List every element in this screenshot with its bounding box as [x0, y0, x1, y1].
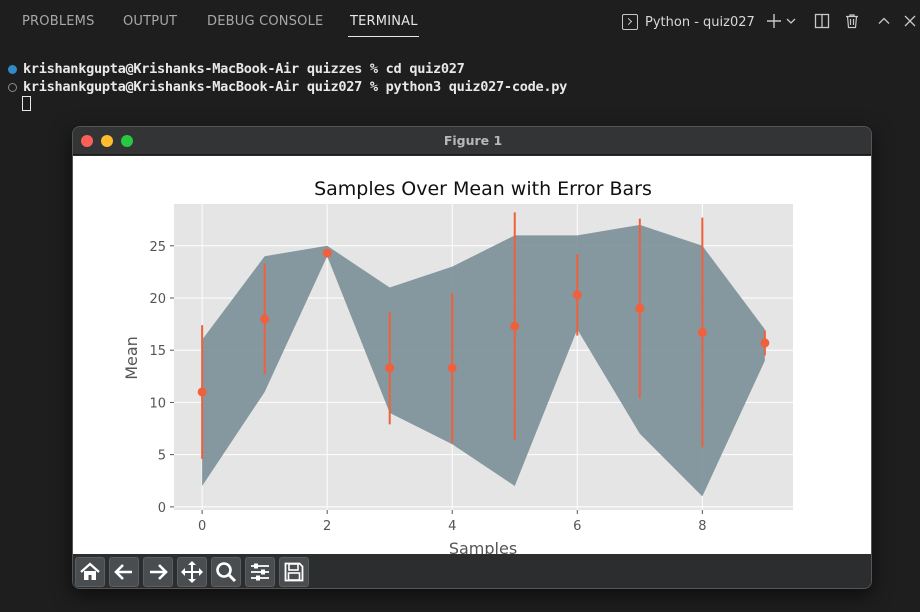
close-icon: [904, 15, 916, 27]
data-point: [510, 321, 520, 331]
close-window-button[interactable]: [81, 135, 93, 147]
y-tick-label: 0: [158, 501, 166, 516]
data-point: [260, 314, 270, 324]
figure-canvas[interactable]: 0 2 4 6 8 0 5 10 15 20 25 Samples Over Mean with …: [73, 156, 871, 558]
tab-terminal[interactable]: TERMINAL: [350, 14, 418, 29]
x-tick-label: 8: [698, 519, 706, 534]
close-panel-button[interactable]: [900, 10, 920, 32]
save-icon: [284, 562, 304, 582]
panel-tab-bar: PROBLEMS OUTPUT DEBUG CONSOLE TERMINAL P…: [0, 0, 920, 44]
forward-button[interactable]: [143, 557, 173, 587]
data-point: [760, 338, 770, 348]
figure-window-title: Figure 1: [443, 133, 503, 148]
tab-problems[interactable]: PROBLEMS: [22, 14, 95, 29]
pan-icon: [181, 561, 203, 583]
terminal-icon: [622, 14, 638, 30]
chevron-up-icon: [878, 17, 890, 24]
back-button[interactable]: [109, 557, 139, 587]
x-axis-label: Samples: [449, 539, 517, 554]
figure-window: Figure 1 0 2 4 6 8 0 5 10 15 20 25 Samples Over M…: [72, 126, 872, 589]
split-terminal-button[interactable]: [812, 10, 832, 32]
data-point: [635, 303, 645, 313]
active-tab-indicator: [348, 36, 419, 37]
terminal-line-text: krishankgupta@Krishanks-MacBook-Air quiz…: [23, 79, 568, 95]
maximize-panel-button[interactable]: [874, 10, 894, 32]
y-tick-label: 15: [149, 344, 166, 359]
terminal-selector[interactable]: Python - quiz027: [622, 12, 755, 32]
x-tick-label: 2: [323, 519, 331, 534]
terminal-dropdown-button[interactable]: [784, 10, 798, 32]
command-running-decoration[interactable]: [8, 82, 17, 92]
data-point: [572, 290, 582, 300]
x-tick-label: 6: [573, 519, 581, 534]
data-point: [322, 248, 332, 258]
back-arrow-icon: [114, 564, 132, 580]
figure-toolbar: [73, 554, 871, 588]
configure-subplots-icon: [251, 563, 269, 581]
zoom-window-button[interactable]: [121, 135, 133, 147]
y-axis-label: Mean: [122, 336, 141, 380]
chart-title: Samples Over Mean with Error Bars: [314, 178, 652, 200]
chart: 0 2 4 6 8 0 5 10 15 20 25 Samples Over Mean with …: [122, 178, 793, 558]
tab-output[interactable]: OUTPUT: [123, 14, 178, 29]
y-tick-label: 20: [149, 292, 166, 307]
pan-button[interactable]: [177, 557, 207, 587]
split-icon: [814, 13, 830, 29]
data-point: [447, 363, 457, 373]
y-tick-label: 5: [158, 449, 166, 464]
y-tick-label: 10: [149, 396, 166, 411]
new-terminal-button[interactable]: [764, 10, 784, 32]
terminal-selector-label: Python - quiz027: [645, 14, 755, 30]
chevron-down-icon: [786, 18, 796, 24]
minimize-window-button[interactable]: [101, 135, 113, 147]
x-tick-label: 4: [448, 519, 456, 534]
zoom-button[interactable]: [211, 557, 241, 587]
data-point: [385, 363, 395, 373]
trash-icon: [846, 14, 858, 29]
x-tick-label: 0: [198, 519, 206, 534]
kill-terminal-button[interactable]: [842, 10, 862, 32]
y-tick-label: 25: [149, 240, 166, 255]
terminal-line-text: krishankgupta@Krishanks-MacBook-Air quiz…: [23, 61, 465, 77]
terminal-cursor: [22, 96, 31, 111]
plus-icon: [767, 14, 781, 28]
figure-titlebar[interactable]: Figure 1: [73, 127, 871, 155]
zoom-icon: [216, 562, 237, 583]
save-figure-button[interactable]: [279, 557, 309, 587]
terminal-line: krishankgupta@Krishanks-MacBook-Air quiz…: [8, 78, 567, 96]
tab-debug-console[interactable]: DEBUG CONSOLE: [207, 14, 324, 29]
configure-subplots-button[interactable]: [245, 557, 275, 587]
home-icon: [80, 562, 100, 580]
data-point: [197, 387, 207, 397]
fill-between-area: [202, 224, 765, 497]
home-button[interactable]: [75, 557, 105, 587]
data-point: [697, 327, 707, 337]
terminal-line: krishankgupta@Krishanks-MacBook-Air quiz…: [8, 60, 465, 78]
forward-arrow-icon: [150, 564, 168, 580]
command-success-decoration[interactable]: [8, 64, 17, 74]
